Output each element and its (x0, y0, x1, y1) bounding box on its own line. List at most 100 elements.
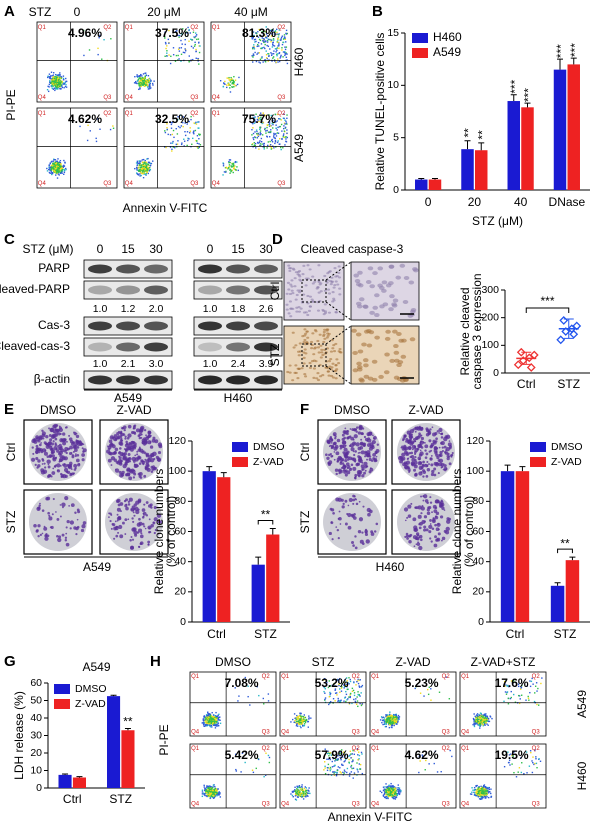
flow-dot (238, 695, 240, 697)
flow-dot (396, 793, 399, 796)
flow-dot (206, 724, 209, 726)
flow-dot (168, 29, 170, 32)
flow-dot (187, 139, 189, 142)
colony (157, 450, 162, 455)
flow-dot (279, 146, 282, 149)
colony (120, 437, 123, 440)
flow-dot (261, 143, 263, 145)
flow-dot (480, 794, 482, 797)
flow-dot (480, 712, 482, 715)
quadrant-label: Q1 (281, 674, 290, 680)
flow-dot (55, 174, 57, 176)
blot-band (144, 285, 168, 295)
flow-dot (301, 788, 304, 790)
flow-dot (47, 90, 50, 93)
flow-dot (59, 163, 61, 165)
flow-dot (391, 722, 394, 725)
flow-dot (268, 121, 271, 124)
flow-dot (518, 695, 521, 697)
flow-dot (236, 83, 239, 86)
flow-dot (393, 792, 395, 794)
flow-dot (216, 794, 218, 797)
flow-dot (517, 694, 520, 697)
colony (125, 458, 130, 464)
flow-dot (170, 121, 172, 124)
flow-dot (217, 718, 219, 720)
flow-dot (229, 168, 232, 171)
colony (117, 451, 121, 455)
flow-dot (397, 720, 399, 723)
ihc-cell (369, 284, 376, 289)
flow-dot (356, 700, 359, 702)
flow-dot (265, 30, 267, 33)
flow-dot (353, 692, 356, 694)
flow-dot (472, 789, 474, 791)
flow-dot (147, 85, 149, 87)
flow-dot (143, 173, 145, 175)
flow-dot (52, 74, 55, 76)
flow-dot (142, 167, 145, 169)
flow-dot (59, 159, 62, 162)
flow-dot (517, 685, 520, 688)
flow-dot (351, 702, 353, 705)
flow-dot (387, 796, 389, 798)
flow-dot (231, 163, 233, 165)
colony (127, 424, 132, 429)
flow-dot (50, 165, 52, 167)
flow-dot (264, 774, 267, 776)
flow-dot (271, 53, 273, 55)
flow-dot (297, 722, 299, 724)
flow-dot (172, 140, 174, 143)
colony (134, 457, 139, 462)
flow-dot (145, 172, 147, 175)
flow-dot (202, 718, 204, 720)
flow-dot (212, 786, 214, 788)
flow-dot (57, 163, 59, 166)
colony (132, 444, 136, 449)
colony (38, 449, 40, 451)
flow-dot (213, 789, 215, 792)
flow-dot (474, 788, 476, 791)
flow-dot (259, 62, 261, 64)
flow-dot (264, 128, 266, 131)
flow-dot (98, 36, 100, 39)
flow-dot (291, 790, 294, 793)
ihc-cell (294, 364, 298, 367)
flow-dot (215, 720, 218, 723)
flow-dot (56, 164, 58, 166)
flow-dot (208, 712, 210, 715)
flow-dot (51, 85, 53, 87)
flow-dot (55, 166, 57, 168)
flow-dot (346, 688, 349, 691)
ihc-cell (331, 362, 335, 365)
ihc-cell (326, 334, 330, 337)
flow-dot (56, 80, 59, 82)
colony (127, 503, 131, 506)
flow-dot (301, 796, 303, 798)
flow-dot (204, 788, 206, 790)
flow-dot (147, 161, 150, 164)
flow-dot (484, 724, 486, 726)
flow-dot (101, 58, 103, 60)
flow-dot (351, 687, 354, 690)
panel-label: C (4, 231, 15, 248)
flow-dot (141, 75, 143, 77)
flow-dot (388, 784, 390, 787)
flow-dot (387, 714, 389, 716)
flow-dot (282, 117, 285, 119)
flow-dot (483, 790, 486, 792)
flow-dot (505, 679, 507, 682)
flow-dot (255, 147, 257, 149)
flow-dot (230, 166, 233, 168)
flow-dot (146, 158, 148, 160)
flow-dot (56, 77, 59, 79)
flow-dot (396, 794, 398, 797)
flow-dot (252, 137, 254, 139)
flow-dot (276, 47, 279, 49)
flow-dot (62, 75, 65, 77)
flow-dot (65, 167, 67, 170)
flow-dot (183, 145, 185, 147)
ihc-cell (321, 374, 325, 377)
